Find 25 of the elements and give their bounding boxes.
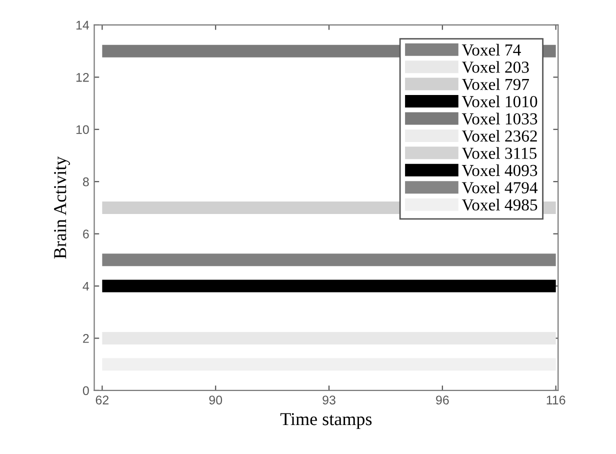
y-tick-label: 6 <box>83 230 89 238</box>
y-tick-label: 2 <box>83 334 89 343</box>
y-tick-label: 14 <box>76 20 90 30</box>
y-axis-title: Brain Activity <box>54 156 70 259</box>
y-tick-label: 8 <box>82 177 89 186</box>
legend-label: Voxel 4794 <box>462 182 538 194</box>
legend-label: Voxel 3115 <box>462 147 537 159</box>
x-tick-label: 93 <box>322 396 336 404</box>
legend-label: Voxel 797 <box>462 78 529 90</box>
x-axis-title: Time stamps <box>280 413 372 429</box>
x-tick-label: 90 <box>209 396 222 404</box>
y-tick-label: 4 <box>82 282 90 291</box>
legend-label: Voxel 2362 <box>462 130 537 142</box>
x-tick-label: 62 <box>96 396 109 404</box>
legend-label: Voxel 74 <box>462 44 521 56</box>
legend-label: Voxel 203 <box>462 61 529 73</box>
legend-label: Voxel 1033 <box>462 112 538 125</box>
legend-label: Voxel 4985 <box>462 198 538 211</box>
x-tick-label: 96 <box>436 396 449 404</box>
y-tick-label: 12 <box>76 72 89 82</box>
legend-label: Voxel 4093 <box>462 164 538 176</box>
legend-label: Voxel 1010 <box>462 96 538 108</box>
y-tick-label: 0 <box>82 386 89 396</box>
x-tick-label: 116 <box>546 396 566 404</box>
y-tick-label: 10 <box>76 125 89 134</box>
